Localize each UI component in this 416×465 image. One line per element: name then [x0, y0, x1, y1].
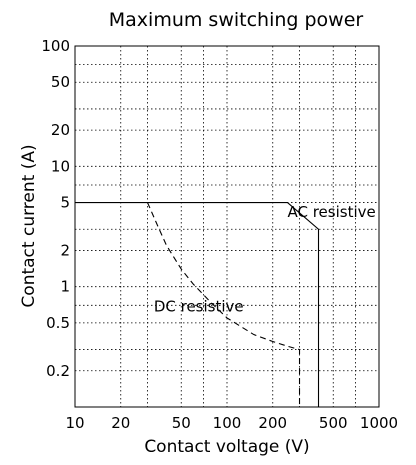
- x-tick-label: 1000: [360, 414, 398, 432]
- y-tick-label: 5: [60, 194, 70, 212]
- y-tick-label: 20: [51, 121, 70, 139]
- y-tick-label: 0.2: [46, 362, 70, 380]
- gridlines: [75, 46, 379, 407]
- y-tick-label: 10: [51, 157, 70, 175]
- tick-labels: 10 20 50 100 200 500 1000 0.2 0.5 1 2 5 10 20 50 100: [41, 37, 398, 432]
- y-tick-label: 2: [60, 241, 70, 259]
- series-line-ac-resistive: [75, 202, 320, 407]
- y-tick-label: 0.5: [46, 314, 70, 332]
- x-tick-label: 10: [65, 414, 84, 432]
- y-axis-label: Contact current (A): [19, 144, 39, 307]
- x-tick-label: 100: [213, 414, 242, 432]
- series-group: [75, 202, 320, 407]
- x-tick-label: 200: [258, 414, 287, 432]
- chart-title: Maximum switching power: [109, 9, 364, 31]
- x-axis-label: Contact voltage (V): [144, 437, 309, 457]
- x-tick-label: 20: [111, 414, 130, 432]
- annotations: AC resistive DC resistive: [154, 203, 376, 316]
- series-line-dc-resistive: [147, 202, 301, 407]
- plot-frame: [74, 45, 380, 408]
- y-tick-label: 100: [41, 37, 70, 55]
- x-tick-label: 500: [319, 414, 348, 432]
- y-tick-label: 1: [60, 278, 70, 296]
- x-tick-label: 50: [172, 414, 191, 432]
- y-tick-label: 50: [51, 73, 70, 91]
- annotation-label: DC resistive: [154, 298, 244, 316]
- annotation-label: AC resistive: [287, 203, 375, 221]
